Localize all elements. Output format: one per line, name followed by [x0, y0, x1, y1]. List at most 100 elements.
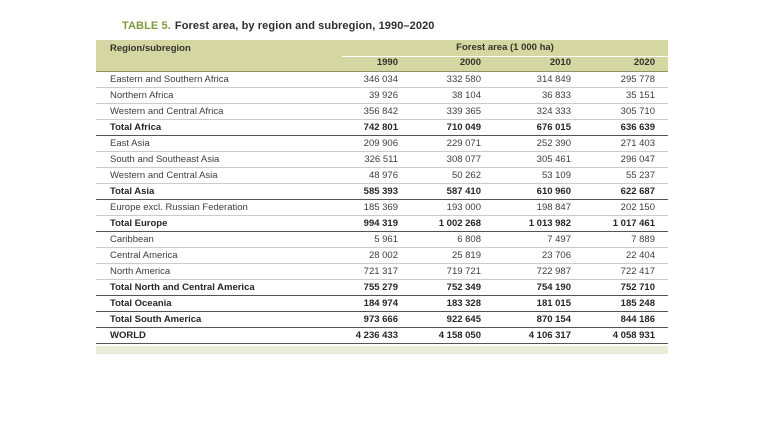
group-header-label: Forest area (1 000 ha) — [342, 40, 668, 57]
value-cell: 332 580 — [400, 71, 483, 87]
group-column-header: Forest area (1 000 ha) — [336, 40, 668, 57]
value-cell: 844 186 — [573, 311, 668, 327]
year-header-1990: 1990 — [336, 57, 400, 72]
region-column-header: Region/subregion — [96, 40, 336, 57]
value-cell: 7 889 — [573, 231, 668, 247]
region-cell: Western and Central Asia — [96, 167, 336, 183]
table-row: Total North and Central America 755 279 75… — [96, 279, 668, 295]
table-row: Western and Central Asia 48 976 50 262 53 1… — [96, 167, 668, 183]
value-cell: 326 511 — [336, 151, 400, 167]
table-row: Central America 28 002 25 819 23 706 22 404 — [96, 247, 668, 263]
value-cell: 722 417 — [573, 263, 668, 279]
region-cell: Northern Africa — [96, 87, 336, 103]
table-row: East Asia 209 906 229 071 252 390 271 403 — [96, 135, 668, 151]
value-cell: 181 015 — [483, 295, 573, 311]
table-body: Eastern and Southern Africa 346 034 332 58… — [96, 71, 668, 343]
value-cell: 7 497 — [483, 231, 573, 247]
value-cell: 202 150 — [573, 199, 668, 215]
table-footer-band — [96, 345, 668, 354]
region-cell: Total South America — [96, 311, 336, 327]
table-row: Eastern and Southern Africa 346 034 332 58… — [96, 71, 668, 87]
region-cell: Caribbean — [96, 231, 336, 247]
value-cell: 50 262 — [400, 167, 483, 183]
value-cell: 4 158 050 — [400, 327, 483, 343]
region-cell: Total Oceania — [96, 295, 336, 311]
header-spacer-cell — [96, 57, 336, 72]
value-cell: 184 974 — [336, 295, 400, 311]
value-cell: 622 687 — [573, 183, 668, 199]
value-cell: 39 926 — [336, 87, 400, 103]
table-row: WORLD 4 236 433 4 158 050 4 106 317 4 058 93… — [96, 327, 668, 343]
table-header: Region/subregion Forest area (1 000 ha) … — [96, 40, 668, 72]
year-header-2000: 2000 — [400, 57, 483, 72]
value-cell: 755 279 — [336, 279, 400, 295]
value-cell: 870 154 — [483, 311, 573, 327]
value-cell: 185 369 — [336, 199, 400, 215]
value-cell: 28 002 — [336, 247, 400, 263]
value-cell: 339 365 — [400, 103, 483, 119]
value-cell: 710 049 — [400, 119, 483, 135]
table-row: Caribbean 5 961 6 808 7 497 7 889 — [96, 231, 668, 247]
table-number-label: TABLE 5. — [122, 20, 171, 32]
value-cell: 719 721 — [400, 263, 483, 279]
region-cell: WORLD — [96, 327, 336, 343]
table-row: Europe excl. Russian Federation 185 369 19… — [96, 199, 668, 215]
value-cell: 356 842 — [336, 103, 400, 119]
table-title: TABLE 5. Forest area, by region and subre… — [122, 20, 435, 32]
value-cell: 198 847 — [483, 199, 573, 215]
value-cell: 994 319 — [336, 215, 400, 231]
region-cell: South and Southeast Asia — [96, 151, 336, 167]
value-cell: 209 906 — [336, 135, 400, 151]
value-cell: 324 333 — [483, 103, 573, 119]
region-cell: Europe excl. Russian Federation — [96, 199, 336, 215]
value-cell: 4 236 433 — [336, 327, 400, 343]
value-cell: 296 047 — [573, 151, 668, 167]
value-cell: 35 151 — [573, 87, 668, 103]
region-cell: Eastern and Southern Africa — [96, 71, 336, 87]
value-cell: 754 190 — [483, 279, 573, 295]
table-row: Northern Africa 39 926 38 104 36 833 35 151 — [96, 87, 668, 103]
value-cell: 636 639 — [573, 119, 668, 135]
table-row: Total Africa 742 801 710 049 676 015 636 639 — [96, 119, 668, 135]
value-cell: 23 706 — [483, 247, 573, 263]
value-cell: 305 710 — [573, 103, 668, 119]
value-cell: 305 461 — [483, 151, 573, 167]
value-cell: 922 645 — [400, 311, 483, 327]
table-title-text: Forest area, by region and subregion, 19… — [174, 20, 435, 32]
region-cell: Total Africa — [96, 119, 336, 135]
value-cell: 742 801 — [336, 119, 400, 135]
value-cell: 4 058 931 — [573, 327, 668, 343]
year-header-2020: 2020 — [573, 57, 668, 72]
value-cell: 48 976 — [336, 167, 400, 183]
value-cell: 1 013 982 — [483, 215, 573, 231]
region-cell: Total Asia — [96, 183, 336, 199]
table-row: Western and Central Africa 356 842 339 365… — [96, 103, 668, 119]
region-cell: Central America — [96, 247, 336, 263]
value-cell: 183 328 — [400, 295, 483, 311]
value-cell: 722 987 — [483, 263, 573, 279]
table-row: Total Oceania 184 974 183 328 181 015 185 24… — [96, 295, 668, 311]
region-cell: Total Europe — [96, 215, 336, 231]
value-cell: 676 015 — [483, 119, 573, 135]
year-header-2010: 2010 — [483, 57, 573, 72]
forest-area-table-wrap: Region/subregion Forest area (1 000 ha) … — [96, 40, 668, 354]
value-cell: 4 106 317 — [483, 327, 573, 343]
value-cell: 752 710 — [573, 279, 668, 295]
value-cell: 252 390 — [483, 135, 573, 151]
header-row-years: 1990 2000 2010 2020 — [96, 57, 668, 72]
value-cell: 1 017 461 — [573, 215, 668, 231]
value-cell: 585 393 — [336, 183, 400, 199]
value-cell: 38 104 — [400, 87, 483, 103]
table-row: South and Southeast Asia 326 511 308 077 30… — [96, 151, 668, 167]
value-cell: 22 404 — [573, 247, 668, 263]
value-cell: 55 237 — [573, 167, 668, 183]
value-cell: 5 961 — [336, 231, 400, 247]
value-cell: 36 833 — [483, 87, 573, 103]
value-cell: 346 034 — [336, 71, 400, 87]
table-row: Total Europe 994 319 1 002 268 1 013 982 1 0… — [96, 215, 668, 231]
region-cell: Total North and Central America — [96, 279, 336, 295]
value-cell: 1 002 268 — [400, 215, 483, 231]
table-row: North America 721 317 719 721 722 987 722 41… — [96, 263, 668, 279]
value-cell: 610 960 — [483, 183, 573, 199]
value-cell: 6 808 — [400, 231, 483, 247]
